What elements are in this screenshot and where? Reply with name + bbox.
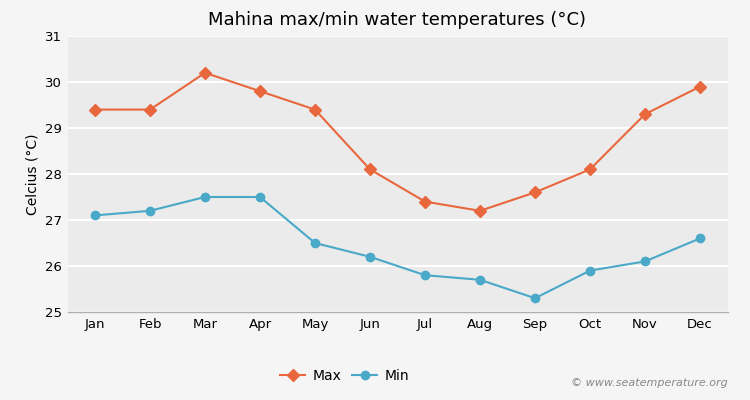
Text: © www.seatemperature.org: © www.seatemperature.org (571, 378, 728, 388)
Min (476, 277, 484, 282)
Min (310, 240, 320, 245)
Max (640, 112, 650, 116)
Min (640, 259, 650, 264)
Max (695, 84, 704, 89)
Legend: Max, Min: Max, Min (280, 369, 409, 383)
Max (256, 89, 265, 94)
Max (91, 107, 100, 112)
Min (530, 296, 539, 300)
Min (256, 194, 265, 199)
Min (421, 273, 430, 278)
Line: Min: Min (91, 193, 704, 302)
Min (365, 254, 374, 259)
Max (146, 107, 154, 112)
Min (695, 236, 704, 241)
Max (365, 167, 374, 172)
Min (91, 213, 100, 218)
Max (476, 208, 484, 213)
Title: Mahina max/min water temperatures (°C): Mahina max/min water temperatures (°C) (209, 11, 586, 29)
Max (310, 107, 320, 112)
Max (421, 199, 430, 204)
Min (586, 268, 595, 273)
Y-axis label: Celcius (°C): Celcius (°C) (26, 133, 40, 215)
Max (586, 167, 595, 172)
Max (200, 70, 209, 75)
Max (530, 190, 539, 195)
Min (146, 208, 154, 213)
Min (200, 194, 209, 199)
Line: Max: Max (91, 69, 704, 215)
